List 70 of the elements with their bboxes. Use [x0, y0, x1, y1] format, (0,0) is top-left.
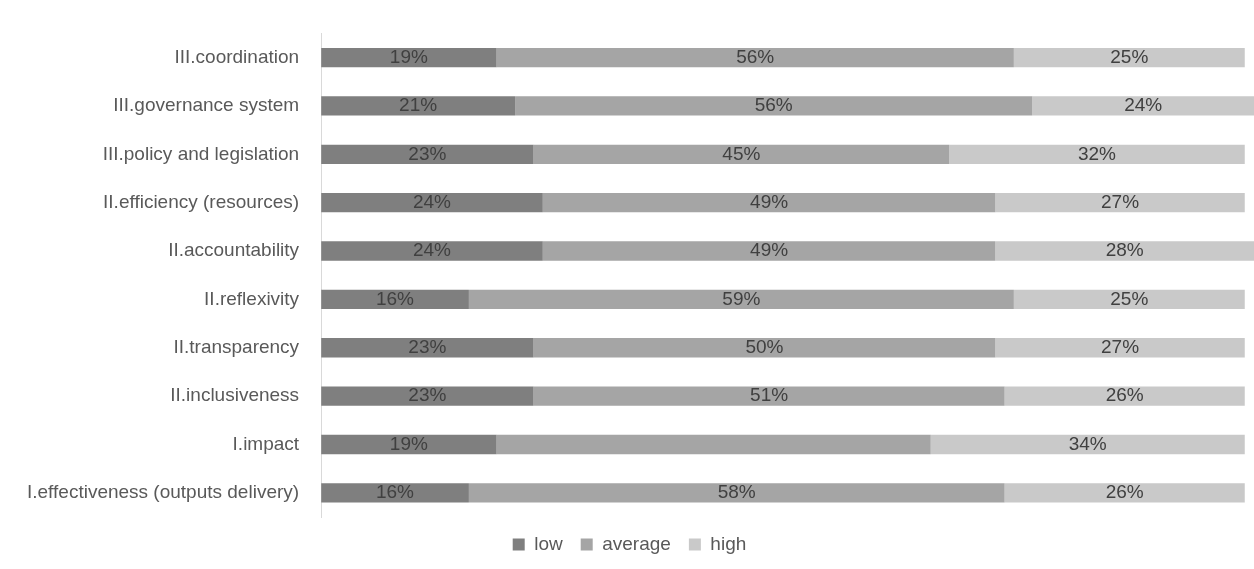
- data-label: 32%: [1077, 142, 1117, 164]
- data-label: 16%: [375, 287, 415, 309]
- data-label: 27%: [1101, 335, 1140, 357]
- data-label: 26%: [1105, 481, 1144, 503]
- legend-label: average: [602, 532, 671, 554]
- data-label: 16%: [375, 481, 415, 503]
- bar: [533, 338, 996, 358]
- data-label: 58%: [717, 481, 756, 503]
- data-label: 34%: [1068, 432, 1107, 454]
- bar: [1013, 47, 1245, 68]
- bar: [321, 144, 534, 164]
- data-label: 56%: [736, 45, 775, 67]
- bar: [533, 386, 1005, 406]
- data-label: 56%: [754, 94, 793, 116]
- bar: [321, 241, 543, 261]
- data-label: 59%: [722, 287, 761, 309]
- data-label: 50%: [745, 335, 784, 357]
- bar: [542, 241, 996, 261]
- data-label: 25%: [1110, 45, 1149, 67]
- y-tick-label: II.transparency: [173, 335, 300, 357]
- data-label: 21%: [399, 94, 438, 116]
- data-label: 28%: [1105, 239, 1144, 261]
- bar: [321, 434, 497, 455]
- bar: [321, 47, 497, 68]
- legend-label: low: [534, 532, 563, 554]
- bar: [1032, 96, 1254, 116]
- data-label: 23%: [408, 142, 447, 164]
- data-label: 49%: [750, 239, 789, 261]
- data-label: 19%: [389, 432, 428, 454]
- y-tick-label: II.accountability: [168, 239, 300, 261]
- bar: [995, 338, 1245, 358]
- bar: [321, 192, 543, 213]
- data-label: 23%: [408, 335, 447, 357]
- data-label: 26%: [1105, 384, 1144, 406]
- bar: [1004, 386, 1245, 406]
- bar: [321, 386, 534, 406]
- bar: [533, 144, 950, 164]
- bar: [496, 47, 1014, 68]
- y-tick-label: III.policy and legislation: [102, 142, 300, 164]
- data-label: 49%: [750, 190, 789, 212]
- y-tick-label: III.governance system: [113, 94, 300, 116]
- bar: [468, 483, 1005, 503]
- data-label: 25%: [1110, 287, 1149, 309]
- data-label: 23%: [408, 384, 447, 406]
- data-label: 24%: [412, 190, 452, 212]
- data-label: 19%: [389, 45, 428, 67]
- bar: [321, 96, 516, 116]
- bar: [1013, 289, 1245, 310]
- y-tick-label: II.efficiency (resources): [103, 190, 300, 212]
- y-tick-label: II.inclusiveness: [170, 384, 300, 406]
- data-label: 27%: [1101, 190, 1140, 212]
- bar: [321, 338, 534, 358]
- bar: [930, 434, 1245, 455]
- bar: [1004, 483, 1245, 503]
- bar: [995, 192, 1245, 213]
- legend-label: high: [710, 532, 747, 554]
- data-label: 24%: [412, 239, 452, 261]
- y-tick-label: III.coordination: [174, 45, 300, 67]
- data-label: 45%: [722, 142, 761, 164]
- bar: [995, 241, 1254, 261]
- y-tick-label: I.effectiveness (outputs delivery): [26, 481, 300, 503]
- bar: [468, 289, 1014, 310]
- bar: [542, 192, 996, 213]
- data-label: 24%: [1124, 94, 1163, 116]
- bar: [496, 434, 931, 455]
- y-tick-label: I.impact: [232, 432, 300, 454]
- bar: [515, 96, 1033, 116]
- y-tick-label: II.reflexivity: [204, 287, 300, 309]
- bar: [949, 144, 1245, 164]
- data-label: 51%: [750, 384, 789, 406]
